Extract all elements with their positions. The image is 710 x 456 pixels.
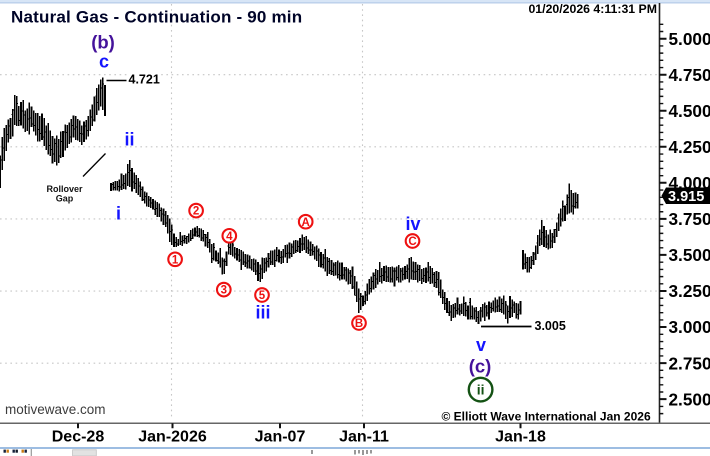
- svg-text:01/20/2026 4:11:31 PM: 01/20/2026 4:11:31 PM: [528, 2, 657, 16]
- svg-text:5: 5: [259, 290, 266, 302]
- svg-text:2: 2: [193, 206, 199, 218]
- svg-text:C: C: [408, 236, 416, 248]
- svg-text:3.500: 3.500: [669, 245, 710, 265]
- svg-text:motivewave.com: motivewave.com: [5, 402, 106, 417]
- svg-text:Natural Gas - Continuation - 9: Natural Gas - Continuation - 90 min: [11, 8, 302, 27]
- svg-text:4.721: 4.721: [129, 73, 160, 87]
- svg-text:Gap: Gap: [56, 194, 74, 204]
- svg-text:1: 1: [172, 254, 179, 266]
- svg-text:Jan-2026: Jan-2026: [138, 429, 207, 446]
- svg-text:4: 4: [226, 231, 233, 243]
- svg-text:Jan-11: Jan-11: [339, 429, 389, 446]
- svg-text:ii: ii: [124, 130, 134, 150]
- svg-text:© Elliott Wave International J: © Elliott Wave International Jan 2026: [442, 410, 651, 424]
- svg-text:i: i: [116, 204, 121, 224]
- svg-text:3.250: 3.250: [669, 281, 710, 301]
- svg-text:3.915: 3.915: [668, 189, 704, 205]
- svg-text:Jan-07: Jan-07: [255, 429, 306, 446]
- svg-text:iv: iv: [405, 214, 420, 234]
- svg-text:B: B: [355, 318, 363, 330]
- svg-text:(c): (c): [469, 356, 492, 377]
- svg-text:ii: ii: [477, 382, 485, 398]
- svg-text:4.250: 4.250: [669, 137, 710, 157]
- svg-text:4.750: 4.750: [669, 65, 710, 85]
- svg-text:2.500: 2.500: [669, 389, 710, 409]
- svg-text:4.500: 4.500: [669, 101, 710, 121]
- svg-text:iii: iii: [255, 303, 270, 323]
- svg-text:2.750: 2.750: [669, 353, 710, 373]
- svg-text:3: 3: [221, 285, 227, 297]
- svg-text:5.000: 5.000: [669, 29, 710, 49]
- svg-text:Rollover: Rollover: [46, 184, 83, 194]
- svg-text:3.750: 3.750: [669, 209, 710, 229]
- svg-text:3.005: 3.005: [535, 319, 566, 333]
- svg-text:3.000: 3.000: [669, 317, 710, 337]
- svg-text:v: v: [476, 335, 486, 355]
- svg-text:A: A: [302, 217, 310, 229]
- svg-text:Dec-28: Dec-28: [52, 429, 105, 446]
- svg-text:(b): (b): [91, 32, 115, 53]
- svg-text:c: c: [99, 52, 109, 72]
- svg-text:Jan-18: Jan-18: [495, 429, 546, 446]
